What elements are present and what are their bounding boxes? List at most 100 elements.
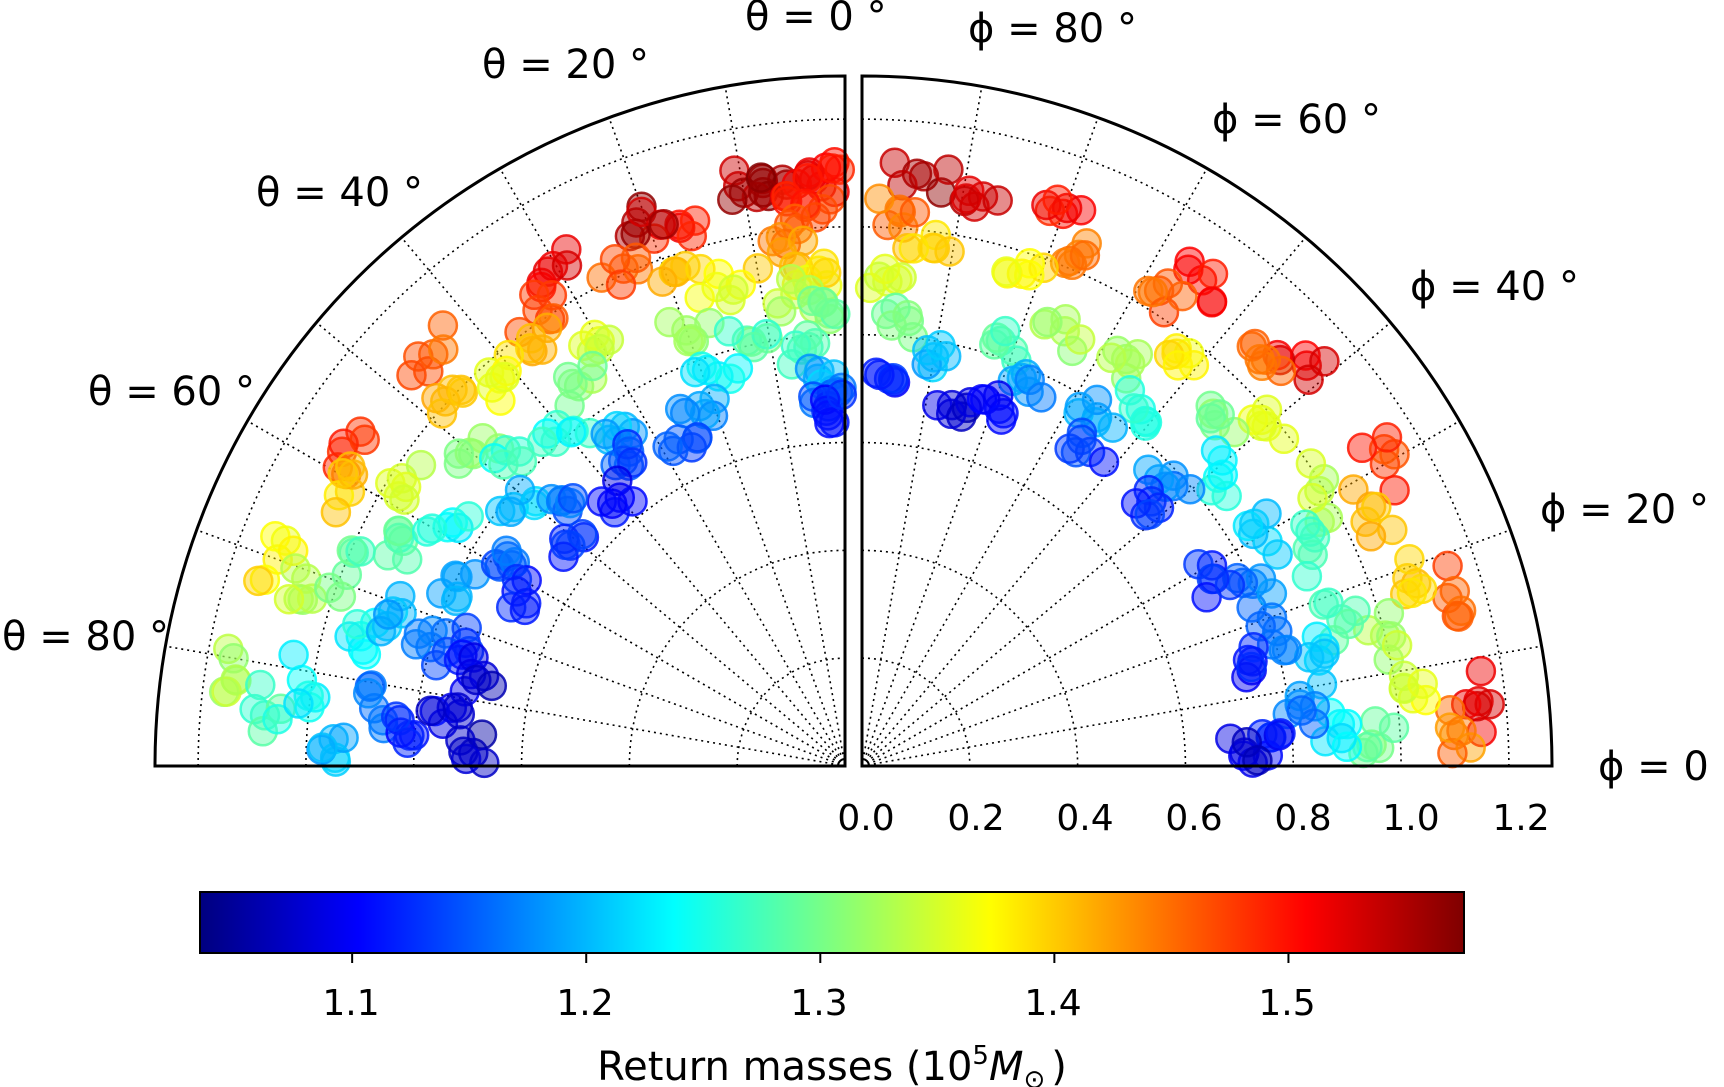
phi-tick-label-40: ϕ = 40 ° xyxy=(1410,264,1579,310)
scatter-point xyxy=(800,202,831,233)
scatter-point xyxy=(440,560,471,591)
scatter-point xyxy=(443,512,474,544)
scatter-point xyxy=(1361,491,1392,523)
scatter-point xyxy=(1231,727,1263,758)
scatter-point xyxy=(245,669,276,701)
scatter-point xyxy=(555,416,587,448)
scatter-point xyxy=(1066,417,1098,449)
scatter-point xyxy=(899,197,931,228)
scatter-point xyxy=(567,518,598,550)
scatter-point xyxy=(1096,342,1127,374)
grid-spoke xyxy=(861,168,1208,767)
scatter-point xyxy=(713,316,745,347)
scatter-point xyxy=(1439,575,1471,607)
scatter-point xyxy=(673,325,704,357)
scatter-point xyxy=(799,328,831,359)
scatter-point xyxy=(1432,550,1463,582)
theta-tick-label-40: θ = 40 ° xyxy=(256,170,423,216)
phi-scatter-points xyxy=(854,147,1505,778)
scatter-point xyxy=(1373,598,1405,629)
scatter-point xyxy=(314,572,345,604)
scatter-point xyxy=(426,398,458,429)
grid-spoke xyxy=(315,321,846,767)
colorbar-label-subscript: ⊙ xyxy=(1023,1065,1045,1087)
scatter-point xyxy=(864,183,895,214)
scatter-point xyxy=(1244,344,1275,375)
scatter-point xyxy=(352,678,384,709)
grid-spoke xyxy=(861,645,1542,767)
scatter-point xyxy=(1297,482,1328,514)
scatter-point xyxy=(1379,439,1410,470)
scatter-point xyxy=(679,205,711,236)
phi-tick-label-0: ϕ = 0 ° xyxy=(1598,744,1724,790)
radial-axis-ticks: 0.0 0.2 0.4 0.6 0.8 1.0 1.2 xyxy=(837,798,1549,839)
scatter-point xyxy=(596,488,628,519)
scatter-point xyxy=(515,323,547,354)
scatter-point xyxy=(991,256,1022,287)
scatter-point xyxy=(797,285,828,317)
scatter-point xyxy=(869,253,901,285)
scatter-point xyxy=(718,274,749,305)
scatter-point xyxy=(654,306,685,338)
scatter-point xyxy=(807,286,838,318)
scatter-point xyxy=(1130,410,1161,441)
scatter-point xyxy=(526,426,558,458)
scatter-point xyxy=(1114,348,1146,380)
theta-tick-label-80: θ = 80 ° xyxy=(2,614,169,660)
scatter-point xyxy=(966,383,998,415)
scatter-point xyxy=(428,334,459,365)
scatter-point xyxy=(447,377,479,408)
scatter-point xyxy=(1097,412,1129,443)
grid-ring xyxy=(861,441,1187,767)
scatter-point xyxy=(336,535,368,566)
scatter-point xyxy=(504,474,536,506)
panel-frame xyxy=(153,74,847,768)
scatter-point xyxy=(1042,184,1073,216)
phi-tick-label-80: ϕ = 80 ° xyxy=(968,6,1137,52)
scatter-point xyxy=(453,501,484,532)
scatter-point xyxy=(469,747,500,779)
grid-spoke xyxy=(861,321,1392,767)
colorbar-tick-label: 1.1 xyxy=(322,983,379,1024)
scatter-point xyxy=(933,154,964,185)
scatter-point xyxy=(403,618,435,649)
grid-spoke xyxy=(861,529,1511,767)
scatter-point xyxy=(443,448,475,479)
scatter-point xyxy=(430,386,461,417)
scatter-point xyxy=(509,594,541,626)
scatter-point xyxy=(416,513,448,544)
phi-tick-label-20: ϕ = 20 ° xyxy=(1540,487,1709,533)
scatter-point xyxy=(396,359,427,391)
grid-spoke xyxy=(608,117,846,767)
scatter-point xyxy=(1118,393,1150,424)
grid-ring xyxy=(861,549,1079,767)
scatter-point xyxy=(1204,399,1235,430)
scatter-point xyxy=(1239,508,1270,539)
grid-spoke xyxy=(400,236,846,767)
scatter-point xyxy=(1245,563,1277,594)
colorbar-label-exponent: 5 xyxy=(972,1041,989,1071)
radial-tick-label: 0.4 xyxy=(1056,798,1113,839)
grid-spoke xyxy=(247,420,846,767)
scatter-point xyxy=(411,516,443,547)
scatter-point xyxy=(454,437,486,469)
scatter-point xyxy=(1183,548,1214,580)
scatter-point xyxy=(1396,577,1428,609)
scatter-point xyxy=(886,262,917,293)
scatter-point xyxy=(405,449,437,481)
scatter-point xyxy=(442,692,474,723)
scatter-point xyxy=(273,583,305,615)
scatter-point xyxy=(864,359,895,391)
scatter-point xyxy=(389,484,420,515)
scatter-point xyxy=(557,368,588,400)
scatter-point xyxy=(415,695,446,727)
scatter-point xyxy=(1388,672,1420,704)
scatter-point xyxy=(1394,544,1425,575)
grid-spoke xyxy=(861,117,1099,767)
scatter-point xyxy=(1309,346,1340,377)
scatter-point xyxy=(350,639,382,670)
scatter-point xyxy=(1262,539,1293,570)
colorbar-tick-label: 1.4 xyxy=(1024,983,1081,1024)
colorbar-label-symbol: M xyxy=(989,1044,1024,1087)
grid-ring xyxy=(736,657,846,767)
